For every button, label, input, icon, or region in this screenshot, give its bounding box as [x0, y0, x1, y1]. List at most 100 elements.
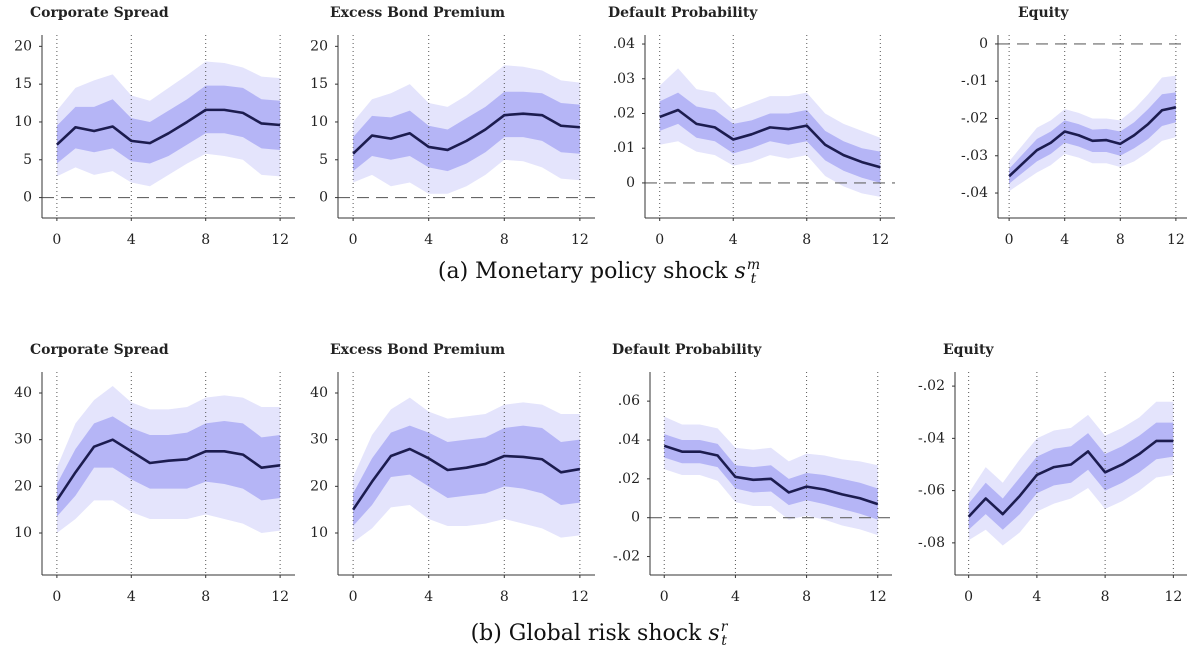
- x-tick-label: 0: [1005, 232, 1014, 248]
- x-tick-label: 4: [1032, 589, 1041, 605]
- caption-sup: r: [720, 619, 728, 635]
- y-tick-label: .02: [613, 105, 635, 121]
- x-tick-label: 4: [127, 232, 136, 248]
- line: [55, 438, 281, 502]
- y-tick-label: .04: [613, 36, 635, 52]
- y-tick-label: 20: [310, 38, 328, 54]
- x-tick-label: 8: [201, 589, 210, 605]
- chart-title: Excess Bond Premium: [330, 342, 505, 358]
- y-tick-label: -.06: [918, 483, 945, 499]
- line: [967, 439, 1174, 518]
- line: [1008, 106, 1177, 178]
- caption-sub: t: [721, 633, 727, 649]
- y-tick-label: .02: [618, 471, 640, 487]
- x-tick-label: 12: [271, 232, 289, 248]
- x-tick-label: 4: [731, 589, 740, 605]
- y-tick-label: 0: [319, 190, 328, 206]
- chart-title: Default Probability: [612, 342, 762, 358]
- caption-sup: m: [746, 257, 761, 273]
- y-tick-label: .03: [613, 71, 635, 87]
- y-tick-label: 0: [626, 175, 635, 191]
- x-tick-label: 12: [571, 232, 589, 248]
- y-tick-label: -.04: [961, 185, 988, 201]
- chart-title: Excess Bond Premium: [330, 5, 505, 21]
- confidence-band: [56, 85, 281, 164]
- y-tick-label: -.01: [961, 73, 988, 89]
- x-tick-label: 0: [349, 589, 358, 605]
- x-tick-label: 4: [424, 589, 433, 605]
- line: [659, 108, 881, 169]
- y-tick-label: 40: [14, 385, 32, 401]
- chart-title: Default Probability: [608, 5, 758, 21]
- x-tick-label: 12: [271, 589, 289, 605]
- caption-sub: t: [750, 271, 757, 287]
- y-tick-label: -.08: [918, 535, 945, 551]
- y-tick-label: .04: [618, 432, 640, 448]
- y-tick-label: 10: [14, 525, 32, 541]
- y-tick-label: 20: [14, 38, 32, 54]
- x-tick-label: 12: [869, 589, 887, 605]
- y-tick-label: -.04: [918, 430, 945, 446]
- y-tick-label: 0: [979, 36, 988, 52]
- caption-text: (a) Monetary policy shock: [437, 259, 728, 284]
- chart-title: Corporate Spread: [30, 5, 169, 21]
- x-tick-label: 8: [1116, 232, 1125, 248]
- caption-symbol: s: [734, 259, 746, 284]
- line: [663, 444, 879, 506]
- x-tick-label: 12: [871, 232, 889, 248]
- x-tick-label: 8: [201, 232, 210, 248]
- y-tick-label: 20: [310, 478, 328, 494]
- y-tick-label: -.02: [961, 110, 988, 126]
- x-tick-label: 8: [802, 232, 811, 248]
- y-tick-label: 30: [14, 432, 32, 448]
- x-tick-label: 4: [127, 589, 136, 605]
- y-tick-label: 30: [310, 432, 328, 448]
- chart-title: Equity: [943, 342, 994, 358]
- x-tick-label: 8: [802, 589, 811, 605]
- y-tick-label: 15: [310, 76, 328, 92]
- x-tick-label: 12: [571, 589, 589, 605]
- y-tick-label: 10: [14, 114, 32, 130]
- x-tick-label: 12: [1164, 589, 1182, 605]
- x-tick-label: 0: [52, 589, 61, 605]
- y-tick-label: .01: [613, 140, 635, 156]
- y-tick-label: 40: [310, 385, 328, 401]
- y-tick-label: 0: [631, 510, 640, 526]
- y-tick-label: 10: [310, 114, 328, 130]
- y-tick-label: 5: [319, 152, 328, 168]
- chart-title: Corporate Spread: [30, 342, 169, 358]
- caption-text: (b) Global risk shock: [470, 621, 702, 646]
- y-tick-label: 0: [23, 190, 32, 206]
- x-tick-label: 0: [52, 232, 61, 248]
- y-tick-label: 20: [14, 478, 32, 494]
- caption-symbol: s: [708, 621, 720, 646]
- confidence-band: [56, 416, 281, 517]
- x-tick-label: 0: [655, 232, 664, 248]
- x-tick-label: 12: [1167, 232, 1185, 248]
- confidence-band: [353, 425, 580, 526]
- y-tick-label: .06: [618, 393, 640, 409]
- confidence-band: [353, 91, 580, 172]
- x-tick-label: 8: [500, 232, 509, 248]
- chart-title: Equity: [1018, 5, 1069, 21]
- x-tick-label: 0: [964, 589, 973, 605]
- line: [55, 108, 281, 146]
- confidence-band: [968, 422, 1174, 530]
- x-tick-label: 0: [660, 589, 669, 605]
- y-tick-label: 10: [310, 525, 328, 541]
- confidence-band: [1009, 92, 1176, 184]
- y-tick-label: -.03: [961, 148, 988, 164]
- x-tick-label: 0: [349, 232, 358, 248]
- x-tick-label: 4: [729, 232, 738, 248]
- line: [352, 447, 581, 511]
- x-tick-label: 8: [500, 589, 509, 605]
- x-tick-label: 4: [424, 232, 433, 248]
- x-tick-label: 4: [1060, 232, 1069, 248]
- x-tick-label: 8: [1101, 589, 1110, 605]
- y-tick-label: 15: [14, 76, 32, 92]
- confidence-band: [659, 92, 881, 183]
